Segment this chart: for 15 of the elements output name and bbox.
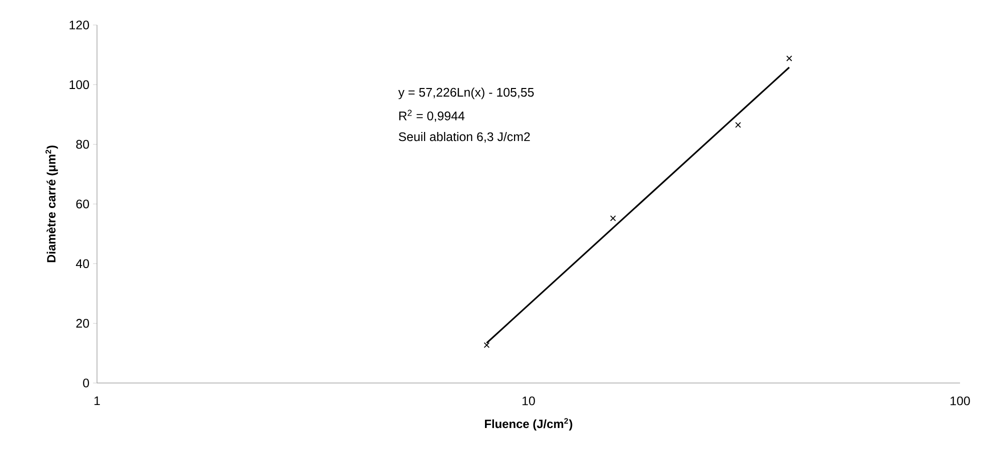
x-tick-label: 10 xyxy=(522,396,535,406)
x-tick-label: 1 xyxy=(94,396,100,406)
annotation: Seuil ablation 6,3 J/cm2 xyxy=(398,132,530,143)
y-tick-label: 20 xyxy=(76,318,90,328)
y-tick-label: 0 xyxy=(83,378,90,388)
x-tick-label: 100 xyxy=(950,396,970,406)
annotation: y = 57,226Ln(x) - 105,55 xyxy=(398,88,534,100)
y-axis-title: Diamètre carré (μm$^{2}$) xyxy=(46,146,58,262)
y-tick-label: 40 xyxy=(76,259,90,268)
annotation: R$^{2}$ = 0,9944 xyxy=(399,110,465,122)
y-tick-label: 80 xyxy=(76,140,90,149)
y-tick-label: 120 xyxy=(70,20,90,30)
x-axis-title: Fluence (J/cm$^{2}$) xyxy=(484,418,572,431)
y-tick-label: 100 xyxy=(70,80,90,90)
y-tick-label: 60 xyxy=(76,200,90,208)
